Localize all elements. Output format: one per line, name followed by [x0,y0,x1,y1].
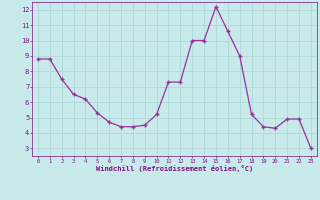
X-axis label: Windchill (Refroidissement éolien,°C): Windchill (Refroidissement éolien,°C) [96,165,253,172]
